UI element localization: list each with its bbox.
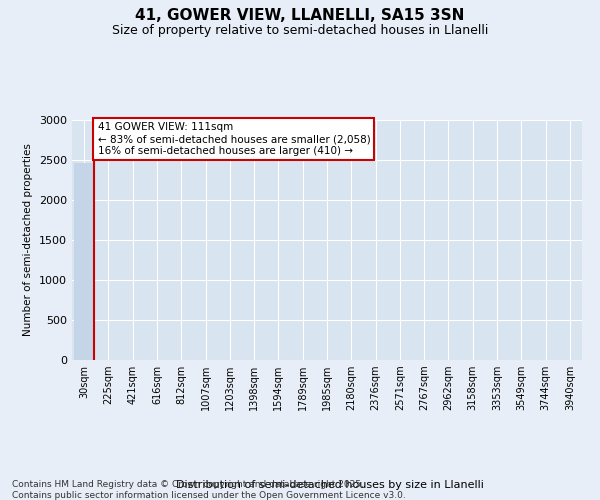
Text: Size of property relative to semi-detached houses in Llanelli: Size of property relative to semi-detach… xyxy=(112,24,488,37)
Text: Contains HM Land Registry data © Crown copyright and database right 2025.
Contai: Contains HM Land Registry data © Crown c… xyxy=(12,480,406,500)
Text: Distribution of semi-detached houses by size in Llanelli: Distribution of semi-detached houses by … xyxy=(176,480,484,490)
Text: 41, GOWER VIEW, LLANELLI, SA15 3SN: 41, GOWER VIEW, LLANELLI, SA15 3SN xyxy=(136,8,464,22)
Text: 41 GOWER VIEW: 111sqm
← 83% of semi-detached houses are smaller (2,058)
16% of s: 41 GOWER VIEW: 111sqm ← 83% of semi-deta… xyxy=(97,122,370,156)
Bar xyxy=(74,162,94,360)
Y-axis label: Number of semi-detached properties: Number of semi-detached properties xyxy=(23,144,34,336)
